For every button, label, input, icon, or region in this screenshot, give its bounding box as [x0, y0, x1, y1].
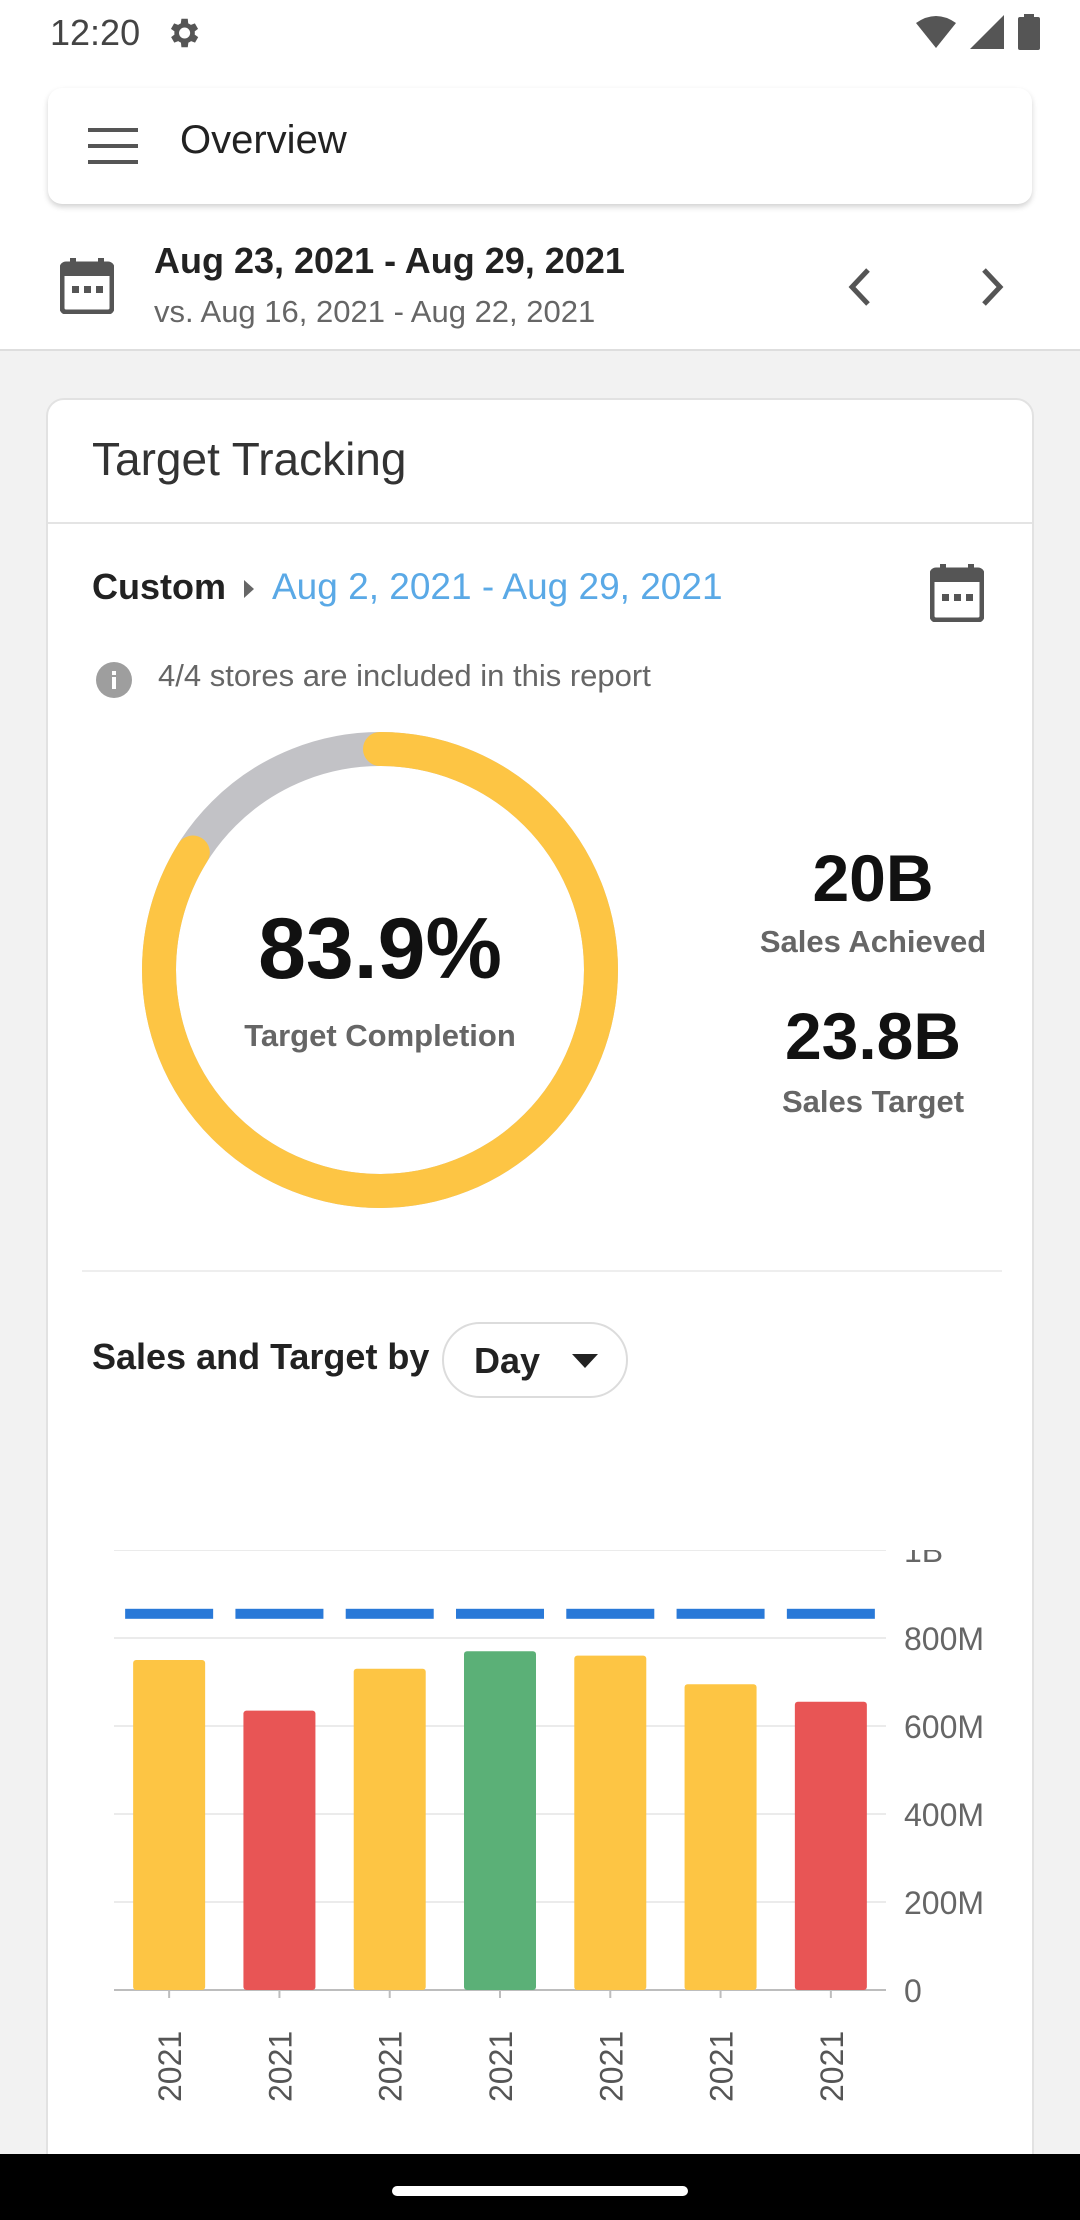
- stores-info-text: 4/4 stores are included in this report: [158, 658, 651, 693]
- sales-bar[interactable]: [794, 1701, 867, 1990]
- caret-right-icon: [244, 580, 254, 598]
- y-tick-label: 800M: [904, 1621, 984, 1657]
- period-range-link[interactable]: Aug 2, 2021 - Aug 29, 2021: [272, 566, 723, 607]
- caret-down-icon: [572, 1354, 598, 1368]
- x-tick-label: 2021: [373, 2031, 409, 2102]
- sales-target-label: Sales Target: [781, 1084, 965, 1119]
- donut-progress: [142, 732, 618, 1208]
- sales-bar[interactable]: [684, 1684, 757, 1990]
- sales-target-by-label: Sales and Target by: [92, 1336, 430, 1377]
- x-tick-label: 2021: [814, 2031, 850, 2102]
- settings-gear-icon: [170, 18, 199, 48]
- y-tick-label: 600M: [904, 1709, 984, 1745]
- x-tick-label: 2021: [704, 2031, 740, 2102]
- chevron-right-icon[interactable]: [970, 262, 1014, 312]
- x-tick-label: 2021: [483, 2031, 519, 2102]
- target-marker: [125, 1608, 214, 1619]
- sales-bar[interactable]: [574, 1655, 647, 1990]
- sales-achieved-value: 20B: [812, 841, 934, 915]
- period-label: Custom: [92, 566, 226, 607]
- target-marker: [456, 1608, 544, 1619]
- sales-target-chart: 0 200M 400M 600M 800M 1B 2021 2021 2021 2021 2021 2…: [114, 1550, 984, 2102]
- sales-target-value: 23.8B: [784, 999, 962, 1073]
- calendar-icon[interactable]: [60, 258, 114, 314]
- info-icon: [96, 662, 132, 698]
- menu-icon[interactable]: [88, 128, 138, 164]
- sales-bar[interactable]: [133, 1660, 206, 1990]
- date-range-comparison[interactable]: vs. Aug 16, 2021 - Aug 22, 2021: [154, 294, 596, 329]
- sales-bar[interactable]: [353, 1668, 426, 1990]
- chevron-left-icon[interactable]: [838, 262, 882, 312]
- home-indicator[interactable]: [392, 2186, 688, 2196]
- target-tracking-card: Target Tracking Custom Aug 2, 2021 - Aug…: [46, 398, 1034, 2220]
- calendar-icon[interactable]: [930, 564, 984, 622]
- battery-icon: [1018, 14, 1040, 50]
- x-tick-label: 2021: [262, 2031, 298, 2102]
- target-completion-donut: [142, 732, 618, 1208]
- x-tick-label: 2021: [593, 2031, 629, 2102]
- app-bar: Overview: [48, 88, 1032, 204]
- divider: [48, 522, 1032, 524]
- divider: [82, 1270, 1002, 1272]
- status-time: 12:20: [50, 12, 141, 53]
- wifi-icon: [916, 16, 956, 48]
- sales-achieved-label: Sales Achieved: [759, 924, 987, 959]
- y-tick-label: 0: [904, 1973, 922, 2009]
- page-title: Overview: [180, 118, 347, 162]
- cellular-signal-icon: [970, 15, 1004, 49]
- date-range-primary[interactable]: Aug 23, 2021 - Aug 29, 2021: [154, 240, 625, 281]
- sales-bar[interactable]: [464, 1651, 536, 1990]
- x-tick-label: 2021: [152, 2031, 188, 2102]
- completion-value: 83.9%: [258, 901, 502, 997]
- target-marker: [566, 1608, 655, 1619]
- system-nav-bar: [0, 2154, 1080, 2220]
- completion-label: Target Completion: [244, 1018, 516, 1053]
- target-marker: [786, 1608, 875, 1619]
- card-title: Target Tracking: [92, 433, 407, 485]
- sales-bar[interactable]: [243, 1710, 316, 1990]
- target-marker: [235, 1608, 324, 1619]
- target-marker: [676, 1608, 765, 1619]
- granularity-dropdown[interactable]: Day: [442, 1322, 628, 1398]
- granularity-value: Day: [474, 1340, 541, 1381]
- y-tick-label: 1B: [904, 1550, 943, 1569]
- target-marker: [345, 1608, 434, 1619]
- status-icons: [916, 12, 1040, 52]
- y-tick-label: 200M: [904, 1885, 984, 1921]
- status-bar: 12:20: [0, 0, 1080, 66]
- y-tick-label: 400M: [904, 1797, 984, 1833]
